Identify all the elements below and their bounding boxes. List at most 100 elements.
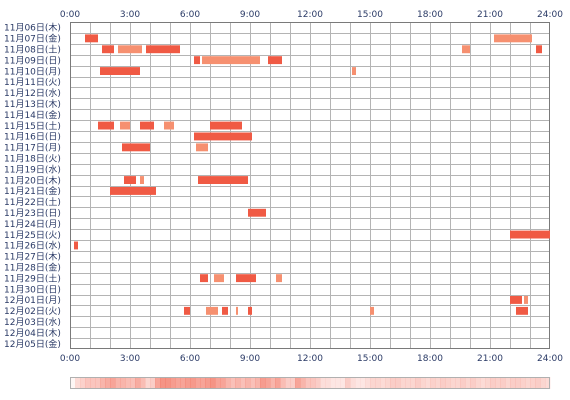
activity-segment <box>214 274 224 283</box>
density-cell <box>140 377 146 389</box>
row-label: 11月18日(火) <box>4 154 61 165</box>
density-cell <box>455 377 461 389</box>
density-cell <box>215 377 221 389</box>
density-cell <box>370 377 376 389</box>
density-cell <box>175 377 181 389</box>
density-cell <box>95 377 101 389</box>
density-cell <box>195 377 201 389</box>
row-label: 11月14日(金) <box>4 109 61 121</box>
density-cell <box>250 377 256 389</box>
activity-segment <box>194 56 200 65</box>
density-cell <box>205 377 211 389</box>
density-cell <box>340 377 346 389</box>
x-tick-label: 9:00 <box>240 10 260 20</box>
density-cell <box>125 377 131 389</box>
density-cell <box>445 377 451 389</box>
density-cell <box>545 377 551 389</box>
density-cell <box>260 377 266 389</box>
row-label: 11月07日(金) <box>4 33 61 45</box>
activity-segment <box>120 121 130 130</box>
density-cell <box>160 377 166 389</box>
activity-segment <box>140 176 144 184</box>
density-strip <box>70 377 551 389</box>
density-cell <box>515 377 521 389</box>
activity-segment <box>100 67 140 75</box>
activity-segment <box>74 241 78 250</box>
activity-segment <box>462 45 470 54</box>
x-tick-label: 12:00 <box>297 10 323 20</box>
density-cell <box>135 377 141 389</box>
row-label-layer: 11月06日(木)11月07日(金)11月08日(土)11月09日(日)11月1… <box>4 22 61 350</box>
density-cell <box>75 377 81 389</box>
row-label: 11月08日(土) <box>4 44 61 56</box>
density-cell <box>155 377 161 389</box>
density-cell <box>280 377 286 389</box>
density-cell <box>410 377 416 389</box>
density-cell <box>425 377 431 389</box>
activity-segment <box>85 34 98 43</box>
row-label: 11月23日(日) <box>4 208 61 219</box>
row-label: 11月13日(木) <box>4 98 61 110</box>
density-cell <box>100 377 106 389</box>
x-tick-label: 6:00 <box>180 10 200 20</box>
x-tick-label: 6:00 <box>180 354 200 364</box>
row-label: 11月26日(水) <box>4 240 61 252</box>
density-cell <box>540 377 546 389</box>
density-cell <box>485 377 491 389</box>
density-cell <box>320 377 326 389</box>
density-cell <box>150 377 156 389</box>
density-cell <box>120 377 126 389</box>
density-cell <box>240 377 246 389</box>
density-cell <box>70 377 76 389</box>
density-frame <box>70 377 550 389</box>
density-cell <box>385 377 391 389</box>
density-cell <box>200 377 206 389</box>
x-tick-label: 21:00 <box>477 10 503 20</box>
x-tick-label: 15:00 <box>357 354 383 364</box>
activity-segment <box>536 45 542 54</box>
row-label: 11月15日(土) <box>4 120 61 132</box>
activity-segment <box>510 296 522 304</box>
x-tick-label: 12:00 <box>297 354 323 364</box>
density-cell <box>190 377 196 389</box>
density-cell <box>480 377 486 389</box>
row-label: 11月22日(土) <box>4 196 61 208</box>
density-cell <box>245 377 251 389</box>
activity-segment <box>196 143 208 152</box>
activity-segment <box>202 56 260 65</box>
x-tick-label: 9:00 <box>240 354 260 364</box>
row-label: 11月11日(火) <box>4 77 61 88</box>
density-cell <box>345 377 351 389</box>
density-cell <box>80 377 86 389</box>
activity-segment <box>248 208 266 217</box>
density-cell <box>420 377 426 389</box>
density-cell <box>400 377 406 389</box>
density-cell <box>210 377 216 389</box>
density-cell <box>510 377 516 389</box>
density-cell <box>460 377 466 389</box>
density-cell <box>295 377 301 389</box>
density-cell <box>495 377 501 389</box>
density-cell <box>520 377 526 389</box>
row-label: 11月17日(月) <box>4 143 61 154</box>
activity-segment <box>102 45 114 54</box>
x-axis-top: 0:00 3:00 6:00 9:00 12:00 15:00 18:00 21:00 24:0… <box>60 10 563 20</box>
density-cell <box>525 377 531 389</box>
activity-segment <box>124 176 136 184</box>
density-cell <box>390 377 396 389</box>
density-cell <box>165 377 171 389</box>
density-cell <box>500 377 506 389</box>
activity-segment <box>524 296 528 304</box>
density-cell <box>505 377 511 389</box>
activity-segment <box>118 45 142 54</box>
x-tick-label: 0:00 <box>60 10 80 20</box>
activity-segment <box>194 132 252 141</box>
activity-segment <box>494 34 532 43</box>
density-cell <box>490 377 496 389</box>
row-label: 12月03日(水) <box>4 316 61 328</box>
activity-segment <box>210 121 242 130</box>
row-label: 11月27日(木) <box>4 251 61 263</box>
activity-segment <box>122 143 150 152</box>
x-tick-label: 18:00 <box>417 10 443 20</box>
grid-layer <box>70 22 550 349</box>
